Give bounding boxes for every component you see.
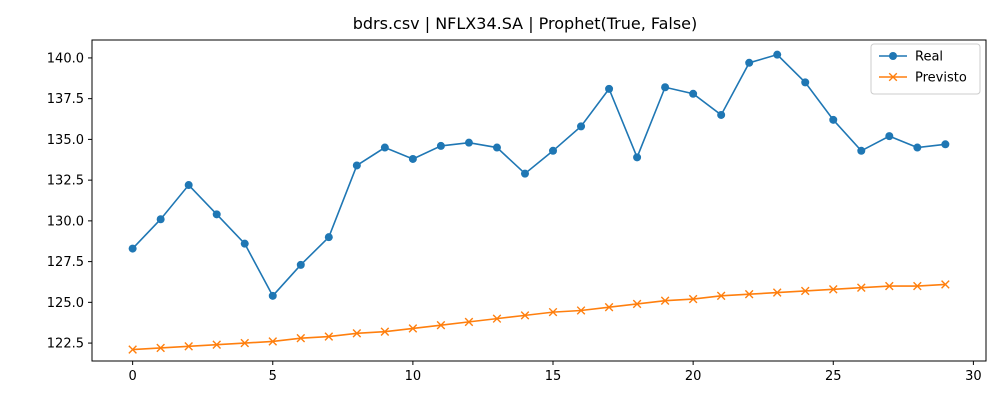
data-point	[828, 285, 838, 294]
data-point	[605, 84, 614, 93]
y-tick-label: 125.0	[47, 296, 84, 311]
data-point	[913, 143, 922, 152]
x-tick-label: 10	[405, 369, 422, 384]
data-point	[268, 337, 278, 346]
y-tick-label: 122.5	[47, 337, 84, 352]
x-tick-label: 20	[685, 369, 702, 384]
data-point	[773, 50, 782, 59]
data-point	[380, 327, 390, 336]
x-tick-label: 5	[269, 369, 277, 384]
data-point	[240, 338, 250, 348]
legend-label-previsto: Previsto	[915, 71, 967, 86]
data-point	[212, 210, 221, 219]
data-point	[352, 329, 362, 338]
data-point	[436, 141, 445, 150]
data-point	[184, 181, 193, 190]
data-point	[128, 345, 137, 354]
data-point	[745, 58, 754, 67]
series-real	[128, 50, 950, 300]
data-point	[688, 294, 698, 304]
data-point	[632, 299, 642, 309]
y-tick-label: 137.5	[47, 92, 84, 107]
data-point	[633, 153, 642, 162]
data-point	[941, 280, 950, 289]
data-point	[156, 343, 165, 353]
data-point	[240, 239, 249, 248]
data-point	[772, 288, 782, 297]
data-point	[856, 283, 866, 292]
x-tick-label: 0	[128, 369, 136, 384]
legend-label-real: Real	[915, 50, 943, 65]
data-point	[716, 291, 726, 301]
data-point	[717, 110, 726, 119]
data-point	[520, 169, 529, 178]
axes-frame	[91, 39, 987, 362]
series-line-real	[132, 53, 946, 298]
legend: Real Previsto	[870, 43, 981, 95]
series-group	[128, 50, 950, 354]
data-point	[800, 286, 810, 296]
data-point	[212, 340, 222, 350]
data-point	[857, 146, 866, 155]
data-point	[801, 78, 810, 87]
x-tick-label: 15	[545, 369, 562, 384]
data-point	[549, 146, 558, 155]
data-point	[184, 342, 193, 351]
legend-marker	[888, 72, 898, 82]
data-point	[464, 317, 474, 327]
data-point	[913, 281, 922, 291]
data-point	[576, 306, 586, 315]
data-point	[296, 260, 305, 269]
data-point	[577, 122, 586, 131]
x-tick-label: 30	[965, 369, 982, 384]
data-point	[744, 289, 754, 299]
legend-marker	[889, 52, 897, 60]
data-point	[324, 332, 334, 341]
data-point	[380, 143, 389, 152]
data-point	[408, 154, 417, 163]
data-point	[689, 89, 698, 98]
data-point	[296, 333, 306, 343]
y-tick-label: 135.0	[47, 133, 84, 148]
y-tick-label: 127.5	[47, 255, 84, 270]
data-point	[408, 324, 418, 333]
data-point	[156, 215, 165, 224]
data-point	[548, 307, 558, 317]
series-previsto	[128, 280, 950, 354]
data-point	[885, 132, 894, 141]
y-tick-label: 140.0	[47, 51, 84, 66]
data-point	[520, 311, 530, 320]
data-point	[128, 244, 137, 253]
y-tick-label: 132.5	[47, 174, 84, 189]
data-point	[492, 314, 502, 323]
axes: 0 5 10 15 20 25 30 122.5 125.0 127.5 130.0 132.5 135…	[47, 39, 987, 384]
y-tick-label: 130.0	[47, 214, 84, 229]
data-point	[660, 296, 670, 306]
series-line-previsto	[132, 283, 946, 351]
x-tick-label: 25	[825, 369, 842, 384]
data-point	[268, 291, 277, 300]
data-point	[352, 161, 361, 170]
data-point	[661, 83, 670, 92]
data-point	[604, 302, 614, 312]
data-point	[436, 320, 446, 330]
data-point	[324, 233, 333, 242]
data-point	[492, 143, 501, 152]
chart-title: bdrs.csv | NFLX34.SA | Prophet(True, Fal…	[353, 14, 698, 33]
data-point	[464, 138, 473, 147]
data-point	[941, 140, 950, 149]
data-point	[885, 281, 894, 291]
data-point	[829, 115, 838, 124]
